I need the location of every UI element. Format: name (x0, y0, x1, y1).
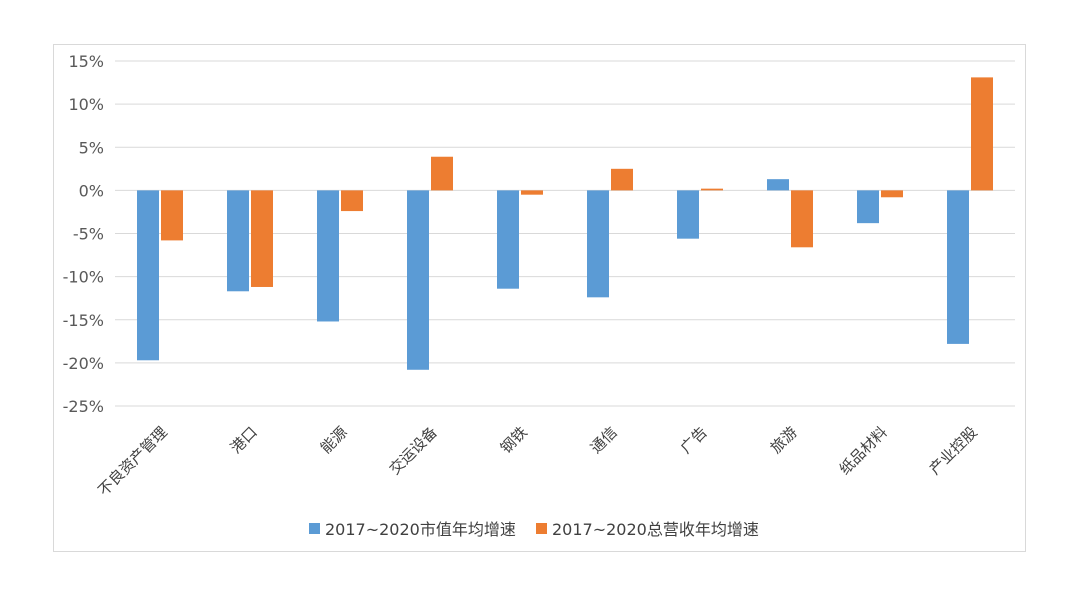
bar-series-2 (341, 190, 363, 212)
legend-label: 2017~2020总营收年均增速 (552, 520, 759, 539)
bar-series-2 (521, 190, 543, 195)
gridlines (115, 60, 1015, 407)
bar-series-1 (317, 190, 339, 322)
y-axis-tick-labels: 15% 10% 5% 0% -5% -10% -15% -20% -25% (63, 52, 104, 416)
y-tick-label: 10% (68, 95, 104, 114)
legend-swatch (309, 523, 320, 534)
y-tick-label: -25% (63, 397, 104, 416)
bar-series-2 (431, 156, 453, 191)
bar-series-1 (767, 179, 789, 191)
bars (137, 77, 993, 370)
bar-series-1 (227, 190, 249, 292)
x-category-label: 通信 (587, 423, 621, 457)
y-tick-label: -5% (73, 225, 104, 244)
x-category-label: 能源 (317, 423, 351, 457)
x-category-label: 港口 (227, 423, 261, 457)
legend-swatch (536, 523, 547, 534)
y-tick-label: -15% (63, 311, 104, 330)
bar-series-1 (497, 190, 519, 289)
bar-series-2 (701, 188, 723, 191)
bar-series-2 (971, 77, 993, 191)
x-category-label: 纸品材料 (836, 423, 891, 478)
y-tick-label: 5% (79, 138, 104, 157)
bar-series-1 (677, 190, 699, 239)
bar-series-2 (161, 190, 183, 241)
legend-label: 2017~2020市值年均增速 (325, 520, 516, 539)
x-category-label: 交运设备 (386, 423, 441, 478)
x-category-label: 产业控股 (926, 423, 981, 478)
y-tick-label: 0% (79, 181, 104, 200)
legend: 2017~2020市值年均增速 2017~2020总营收年均增速 (309, 520, 759, 539)
bar-series-1 (947, 190, 969, 344)
x-category-label: 旅游 (767, 423, 801, 457)
bar-series-1 (137, 190, 159, 361)
x-category-label: 钢铁 (497, 423, 531, 457)
bar-series-2 (611, 168, 633, 191)
y-tick-label: -20% (63, 354, 104, 373)
bar-series-2 (881, 190, 903, 198)
bar-series-1 (857, 190, 879, 224)
bar-series-1 (587, 190, 609, 298)
bar-series-1 (407, 190, 429, 370)
bar-series-2 (251, 190, 273, 287)
x-axis-category-labels: 不良资产管理 港口 能源 交运设备 钢铁 通信 广告 旅游 纸品材料 产业控股 (94, 423, 980, 499)
x-category-label: 不良资产管理 (94, 423, 170, 499)
x-category-label: 广告 (677, 423, 711, 457)
chart-frame (53, 44, 1026, 552)
y-tick-label: 15% (68, 52, 104, 71)
y-tick-label: -10% (63, 268, 104, 287)
bar-series-2 (791, 190, 813, 248)
